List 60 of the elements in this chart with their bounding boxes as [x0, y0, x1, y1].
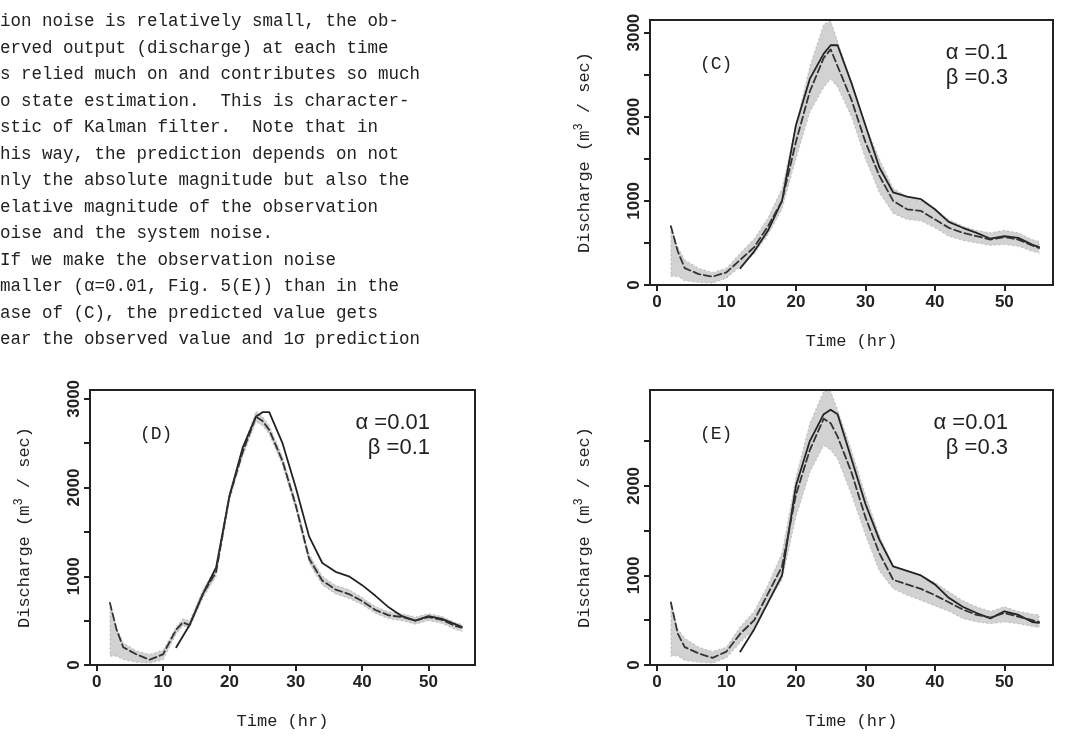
annotation: (D)	[140, 424, 173, 444]
text: oise and the system noise.	[0, 222, 275, 245]
y-tick-label: 0	[64, 660, 83, 670]
x-tick-label: 50	[994, 672, 1014, 691]
line-series	[175, 411, 463, 649]
y-tick-label: 3000	[624, 13, 643, 52]
text: maller (α=0.01, Fig. 5(E)) than in the	[0, 275, 401, 298]
x-tick-label: 30	[855, 292, 875, 311]
y-tick-label: 0	[624, 280, 643, 290]
annotation: α =0.01	[933, 408, 1008, 434]
x-tick-label: 40	[352, 672, 372, 691]
x-tick-label: 40	[925, 672, 945, 691]
y-tick-label: 2000	[624, 97, 643, 136]
x-tick-label: 20	[786, 672, 806, 691]
text: his way, the prediction depends on not	[0, 142, 401, 166]
x-tick-label: 20	[219, 672, 239, 691]
text: stic of Kalman filter. Note that in	[0, 116, 380, 139]
x-tick-label: 50	[419, 672, 438, 691]
y-axis-title: Discharge (m3 / sec)	[12, 426, 34, 629]
text: ear the observed value and 1σ prediction	[0, 328, 422, 351]
annotation: (C)	[700, 54, 733, 74]
y-axis-title: Discharge (m3 / sec)	[572, 426, 594, 629]
y-tick-label: 2000	[624, 466, 643, 505]
y-tick-label: 2000	[64, 468, 83, 507]
x-tick-label: 40	[925, 292, 945, 311]
annotation: β =0.3	[945, 63, 1009, 89]
line-series	[739, 408, 1040, 653]
annotation: α =0.1	[945, 38, 1008, 64]
line-series	[739, 44, 1040, 270]
text: nly the absolute magnitude but also the	[0, 169, 411, 192]
x-tick-label: 10	[716, 292, 736, 311]
text: erved output (discharge) at each time	[0, 36, 390, 60]
text: o state estimation. This is character-	[0, 89, 411, 113]
annotation: β =0.3	[945, 433, 1009, 459]
x-tick-label: 0	[652, 672, 662, 691]
x-axis-title: Time (hr)	[805, 712, 898, 731]
y-axis-title: Discharge (m3 / sec)	[572, 51, 594, 254]
text: elative magnitude of the observation	[0, 195, 380, 219]
x-tick-label: 20	[786, 292, 806, 311]
text: ase of (C), the predicted value gets	[0, 301, 380, 325]
x-tick-label: 10	[716, 672, 736, 691]
text: s relied much on and contributes so much	[0, 63, 422, 86]
x-tick-label: 10	[153, 672, 173, 691]
x-tick-label: 0	[652, 292, 662, 311]
x-tick-label: 30	[286, 672, 306, 691]
text: ion noise is relatively small, the ob-	[0, 10, 401, 33]
annotation: β =0.1	[367, 433, 431, 459]
y-tick-label: 1000	[624, 181, 643, 220]
x-tick-label: 30	[855, 672, 875, 691]
y-tick-label: 3000	[64, 379, 83, 418]
annotation: α =0.01	[355, 408, 430, 434]
x-axis-title: Time (hr)	[236, 712, 329, 731]
y-tick-label: 0	[624, 660, 643, 670]
x-axis-title: Time (hr)	[805, 332, 898, 351]
x-tick-label: 0	[91, 672, 102, 691]
y-tick-label: 1000	[64, 557, 83, 596]
y-tick-label: 1000	[624, 556, 643, 595]
x-tick-label: 50	[994, 292, 1014, 311]
annotation: (E)	[700, 424, 733, 444]
text: If we make the observation noise	[0, 248, 338, 272]
